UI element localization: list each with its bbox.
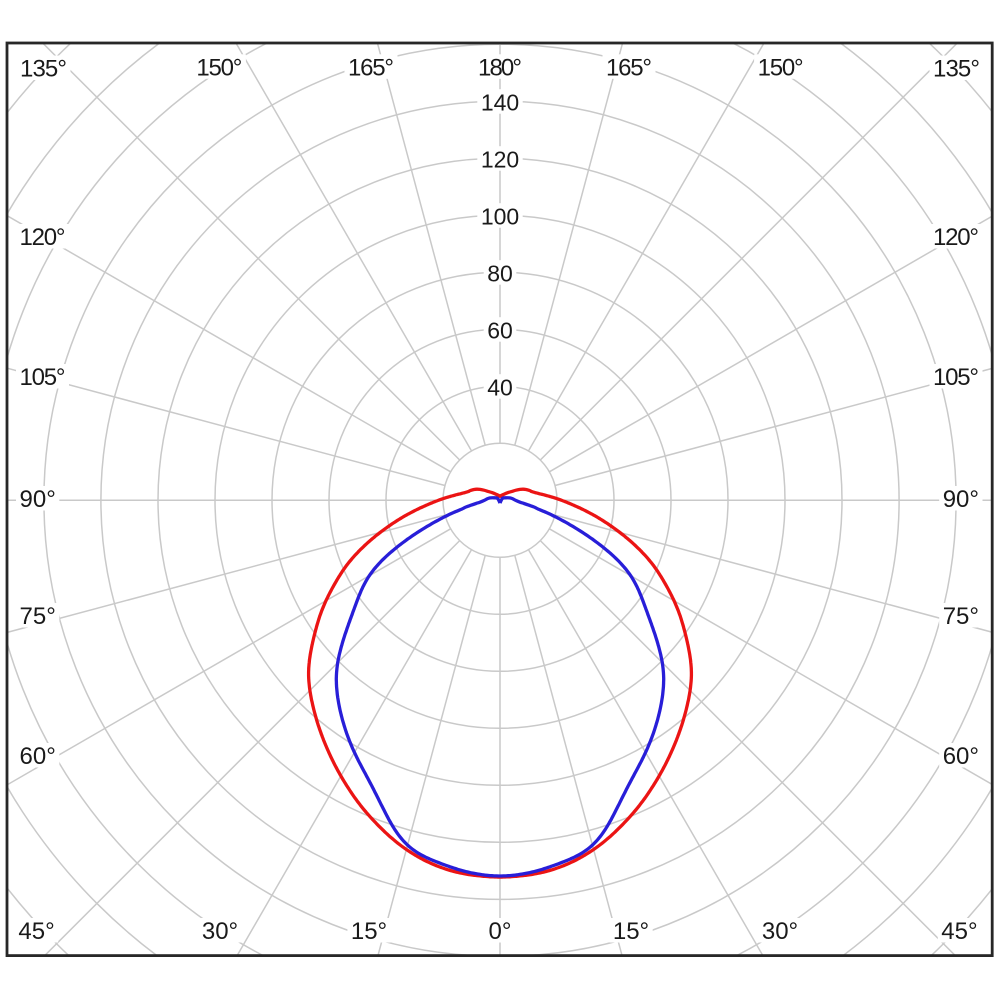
svg-text:135°: 135° [20,56,67,83]
svg-text:30°: 30° [762,918,798,945]
svg-text:105°: 105° [933,364,979,391]
svg-text:150°: 150° [758,54,804,81]
svg-text:90°: 90° [20,486,56,513]
svg-text:120°: 120° [933,224,979,251]
svg-text:75°: 75° [20,603,56,630]
svg-text:15°: 15° [613,918,649,945]
svg-text:60°: 60° [943,743,979,770]
svg-text:75°: 75° [943,603,979,630]
svg-text:120°: 120° [20,224,66,251]
svg-text:100: 100 [481,204,519,230]
svg-text:120: 120 [481,147,519,173]
svg-text:80: 80 [487,261,513,287]
svg-text:15°: 15° [351,918,387,945]
svg-text:165°: 165° [606,54,652,81]
svg-text:30°: 30° [202,918,238,945]
svg-text:105°: 105° [20,364,66,391]
svg-text:60: 60 [487,318,513,344]
svg-text:0°: 0° [489,918,512,945]
svg-text:165°: 165° [348,54,394,81]
svg-text:90°: 90° [943,486,979,513]
svg-text:60°: 60° [20,743,56,770]
svg-text:180°: 180° [478,54,522,81]
svg-text:40: 40 [487,375,513,401]
svg-text:135°: 135° [933,56,980,83]
svg-text:140: 140 [481,90,519,116]
svg-text:150°: 150° [196,54,242,81]
svg-text:45°: 45° [941,918,977,945]
svg-text:45°: 45° [18,918,54,945]
